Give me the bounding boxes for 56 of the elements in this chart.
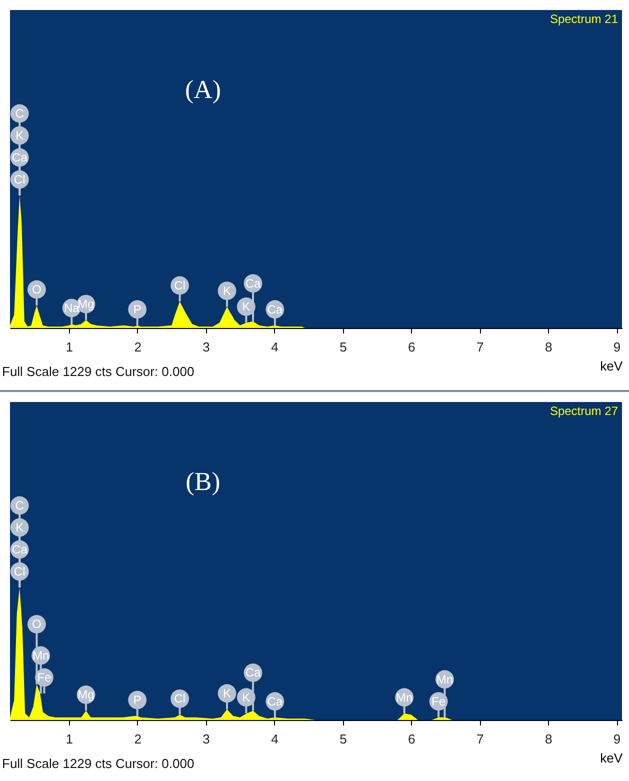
x-tick-label: 3 [202,732,210,746]
chart-title: Spectrum 27 [550,404,618,418]
annotation: K [16,520,24,534]
annotation: P [133,302,142,316]
annotation: Mg [78,688,94,702]
annotation: K [242,300,250,314]
x-tick-label: 7 [476,340,484,354]
x-tick-label: 6 [408,340,416,354]
annotation: C [15,106,24,120]
annotation: K [242,690,250,704]
annotation: Mg [78,297,94,312]
x-tick-label: 2 [134,340,142,354]
annotation: K [16,128,24,142]
annotation: P [133,693,142,708]
x-tick-label: 8 [544,340,552,354]
x-axis-title: keV [600,358,623,374]
x-tick-label: 2 [134,732,142,746]
annotation: Cl [174,692,186,706]
text: (B) [186,467,220,496]
x-tick-label: 5 [340,732,347,746]
annotation: Na [64,301,80,316]
x-tick-label: 9 [613,340,621,354]
x-tick-label: 1 [66,732,73,746]
annotation: Cl [14,564,26,578]
annotation: Ca [267,302,283,316]
x-tick-label: 9 [613,732,621,746]
text: (A) [184,75,222,104]
annotation: Cl [174,278,186,292]
annotation: Fe [37,670,52,684]
annotation: Ca [267,694,283,708]
text: Full Scale 1229 cts Cursor: 0.000 [2,364,194,379]
x-tick-label: 6 [408,732,416,746]
annotation: Cl [14,172,26,186]
x-tick-label: 7 [476,732,484,746]
text: Full Scale 1229 cts Cursor: 0.000 [2,756,194,771]
chart-title: Spectrum 21 [550,12,618,26]
annotation: C [15,498,24,512]
annotation: O [32,617,42,632]
x-tick-label: 3 [202,340,210,354]
annotation: O [32,282,42,296]
x-tick-label: 4 [271,732,278,746]
x-tick-label: 5 [340,340,347,354]
annotation: K [223,686,232,700]
annotation: Ca [245,276,262,290]
annotation: Ca [245,666,262,680]
annotation: Ca [12,150,28,164]
annotation: K [223,284,232,298]
annotation: Mn [396,690,413,704]
annotation: Ca [12,542,28,556]
x-axis-title: keV [600,750,623,766]
x-tick-label: 4 [271,340,278,354]
x-tick-label: 1 [66,340,73,354]
annotation: Mn [436,672,454,686]
x-tick-label: 8 [544,732,552,746]
annotation: Fe [432,694,446,708]
annotation: Mn [32,648,50,662]
